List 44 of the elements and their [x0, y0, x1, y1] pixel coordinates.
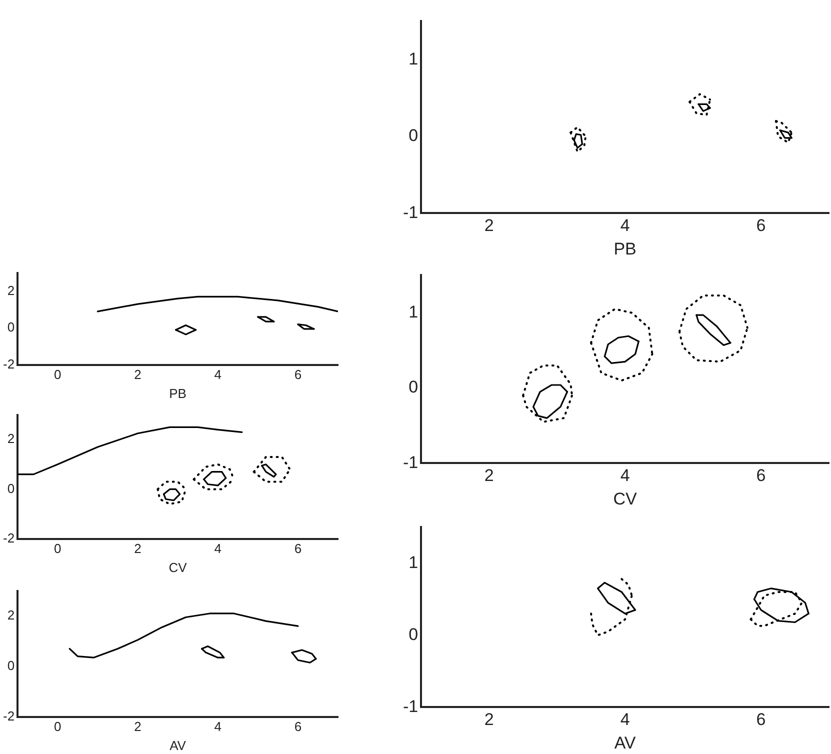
y-tick-label: -1 [402, 696, 418, 716]
y-tick-label: 2 [7, 282, 15, 298]
x-tick-label: 2 [484, 466, 494, 486]
y-tick-label: -1 [402, 452, 418, 472]
x-tick-label: 4 [620, 710, 630, 730]
x-tick-label: 4 [214, 367, 222, 382]
x-tick-label: 0 [54, 367, 62, 382]
y-tick-label: 0 [7, 320, 15, 335]
x-axis-title: CV [168, 560, 188, 575]
y-tick-label: 0 [7, 658, 15, 673]
y-tick-label: 2 [7, 608, 15, 623]
x-tick-label: 6 [294, 367, 302, 382]
x-tick-label: 2 [484, 710, 494, 730]
y-tick-label: -2 [2, 708, 15, 724]
x-tick-label: 2 [134, 719, 142, 734]
y-tick-label: 1 [408, 302, 418, 322]
x-axis-title: PB [614, 239, 636, 258]
x-tick-label: 4 [620, 216, 630, 236]
y-tick-label: -1 [402, 202, 418, 222]
y-tick-label: 1 [408, 552, 418, 572]
x-axis-title: PB [169, 386, 186, 401]
x-tick-label: 0 [54, 541, 62, 556]
x-tick-label: 4 [214, 719, 222, 734]
x-tick-label: 6 [756, 466, 766, 486]
x-tick-label: 6 [756, 216, 766, 236]
x-tick-label: 6 [294, 719, 302, 734]
x-tick-label: 6 [756, 710, 766, 730]
x-tick-label: 2 [134, 367, 142, 382]
y-tick-label: -2 [2, 356, 15, 372]
x-axis-title: AV [170, 738, 186, 753]
y-tick-label: 1 [408, 49, 418, 68]
y-tick-label: 2 [7, 431, 15, 446]
x-axis-title: CV [613, 489, 638, 508]
x-tick-label: 6 [294, 541, 302, 556]
x-tick-label: 0 [54, 719, 62, 734]
x-axis-title: AV [614, 733, 636, 752]
x-tick-label: 2 [484, 216, 494, 236]
y-tick-label: 0 [408, 126, 418, 146]
y-tick-label: -2 [2, 530, 15, 546]
y-tick-label: 0 [408, 624, 418, 644]
x-tick-label: 2 [134, 541, 142, 556]
y-tick-label: 0 [7, 480, 15, 496]
x-tick-label: 4 [214, 541, 222, 556]
x-tick-label: 4 [620, 466, 630, 486]
